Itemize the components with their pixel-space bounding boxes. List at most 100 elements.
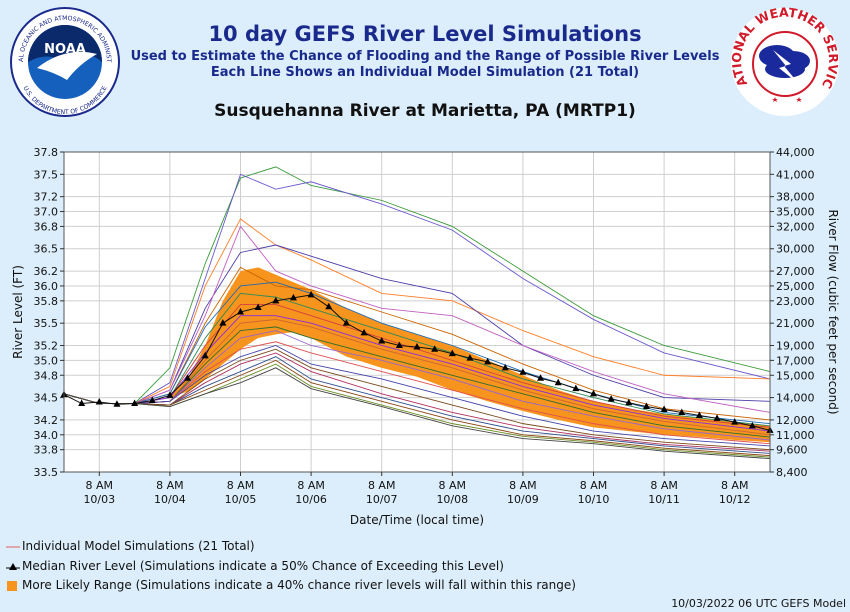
y-tick-label: 34.2 — [34, 414, 59, 427]
median-marker — [254, 303, 262, 311]
y2-tick-label: 11,000 — [776, 429, 815, 442]
chart-subtitle-2: Each Line Shows an Individual Model Simu… — [210, 65, 640, 80]
y-tick-label: 35.2 — [34, 339, 59, 352]
median-marker — [95, 398, 103, 405]
member-line — [63, 225, 771, 413]
y-tick-label: 34.5 — [34, 392, 59, 405]
chart-subtitle-1: Used to Estimate the Chance of Flooding … — [130, 49, 720, 64]
median-marker — [731, 418, 739, 425]
nws-logo: NATIONAL WEATHER SERVICE — [729, 6, 841, 116]
x-tick-label: 8 AM — [368, 479, 396, 492]
y2-tick-label: 9,600 — [776, 444, 808, 457]
y-tick-label: 36.8 — [34, 220, 59, 233]
median-marker — [148, 396, 156, 404]
chart-title: 10 day GEFS River Level Simulations — [208, 22, 642, 46]
y2-tick-label: 38,000 — [776, 191, 815, 204]
median-marker — [431, 345, 439, 352]
y2-tick-label: 32,000 — [776, 220, 815, 233]
y-tick-label: 33.5 — [34, 466, 59, 479]
y2-tick-label: 35,000 — [776, 206, 815, 219]
y-tick-label: 37.2 — [34, 191, 59, 204]
x-tick-label: 10/09 — [507, 493, 539, 506]
median-marker — [325, 302, 333, 310]
median-marker — [272, 296, 280, 304]
x-tick-label: 10/08 — [436, 493, 468, 506]
y2-tick-label: 21,000 — [776, 317, 815, 330]
member-line — [63, 218, 771, 404]
y-tick-label: 34.0 — [34, 429, 59, 442]
median-marker — [113, 400, 121, 407]
x-tick-label: 8 AM — [509, 479, 537, 492]
y-tick-label: 36.0 — [34, 280, 59, 293]
median-marker — [448, 349, 456, 357]
median-marker — [219, 319, 227, 326]
median-marker — [625, 398, 633, 406]
x-tick-label: 8 AM — [721, 479, 749, 492]
model-run-footer: 10/03/2022 06 UTC GEFS Model — [671, 597, 846, 610]
median-marker — [554, 378, 562, 386]
x-tick-label: 10/04 — [154, 493, 186, 506]
y-tick-label: 34.8 — [34, 369, 59, 382]
plot-frame — [63, 151, 771, 473]
y-tick-label: 35.5 — [34, 317, 59, 330]
y2-tick-label: 30,000 — [776, 243, 815, 256]
median-marker — [501, 363, 509, 371]
legend-label: Individual Model Simulations (21 Total) — [22, 539, 255, 553]
y2-tick-label: 25,000 — [776, 280, 815, 293]
median-marker — [519, 368, 527, 375]
y-tick-label: 36.5 — [34, 243, 59, 256]
legend-label: Median River Level (Simulations indicate… — [22, 559, 504, 573]
y-tick-label: 37.8 — [34, 146, 59, 159]
median-marker — [413, 342, 421, 350]
y2-tick-label: 17,000 — [776, 354, 815, 367]
median-marker — [642, 402, 650, 410]
y-tick-label: 33.8 — [34, 444, 59, 457]
x-tick-label: 8 AM — [439, 479, 467, 492]
median-marker — [660, 405, 668, 412]
median-marker — [748, 421, 756, 429]
median-marker — [590, 389, 597, 397]
median-marker — [289, 293, 297, 301]
x-tick-label: 10/11 — [648, 493, 680, 506]
y2-tick-label: 19,000 — [776, 339, 815, 352]
x-tick-label: 8 AM — [580, 479, 608, 492]
y-axis-label: River Level (FT) — [11, 265, 25, 359]
x-tick-label: 10/05 — [225, 493, 257, 506]
median-marker — [572, 384, 580, 392]
y2-tick-label: 14,000 — [776, 392, 815, 405]
location-title: Susquehanna River at Marietta, PA (MRTP1… — [214, 101, 636, 121]
median-marker — [166, 391, 174, 398]
noaa-logo: NATIONAL OCEANIC AND ATMOSPHERIC ADMINIS… — [9, 6, 120, 117]
median-marker — [537, 374, 545, 381]
member-line — [63, 173, 771, 404]
member-line — [63, 345, 771, 447]
median-marker — [484, 357, 492, 365]
median-marker — [307, 290, 315, 298]
median-marker — [131, 399, 139, 407]
x-tick-label: 8 AM — [650, 479, 678, 492]
y2-tick-label: 41,000 — [776, 168, 815, 181]
median-marker — [184, 374, 192, 381]
y2-tick-label: 44,000 — [776, 146, 815, 159]
member-line — [63, 166, 771, 404]
x-tick-label: 10/12 — [719, 493, 751, 506]
median-marker — [678, 408, 686, 415]
x-tick-label: 10/06 — [295, 493, 327, 506]
median-marker — [237, 308, 244, 315]
median-marker — [713, 414, 721, 421]
median-marker — [78, 399, 86, 407]
legend-label: More Likely Range (Simulations indicate … — [22, 578, 576, 592]
x-tick-label: 8 AM — [156, 479, 184, 492]
median-marker — [378, 337, 386, 344]
y-tick-label: 37.0 — [34, 206, 59, 219]
x-tick-label: 8 AM — [297, 479, 325, 492]
median-marker — [201, 351, 209, 359]
y2-axis: 8,400 9,600 11,000 12,000 14,000 15,000 17,000… — [770, 146, 815, 479]
x-tick-label: 8 AM — [227, 479, 255, 492]
y-tick-label: 37.5 — [34, 168, 59, 181]
x-tick-label: 8 AM — [86, 479, 114, 492]
x-tick-label: 10/10 — [578, 493, 610, 506]
median-marker — [607, 395, 615, 402]
